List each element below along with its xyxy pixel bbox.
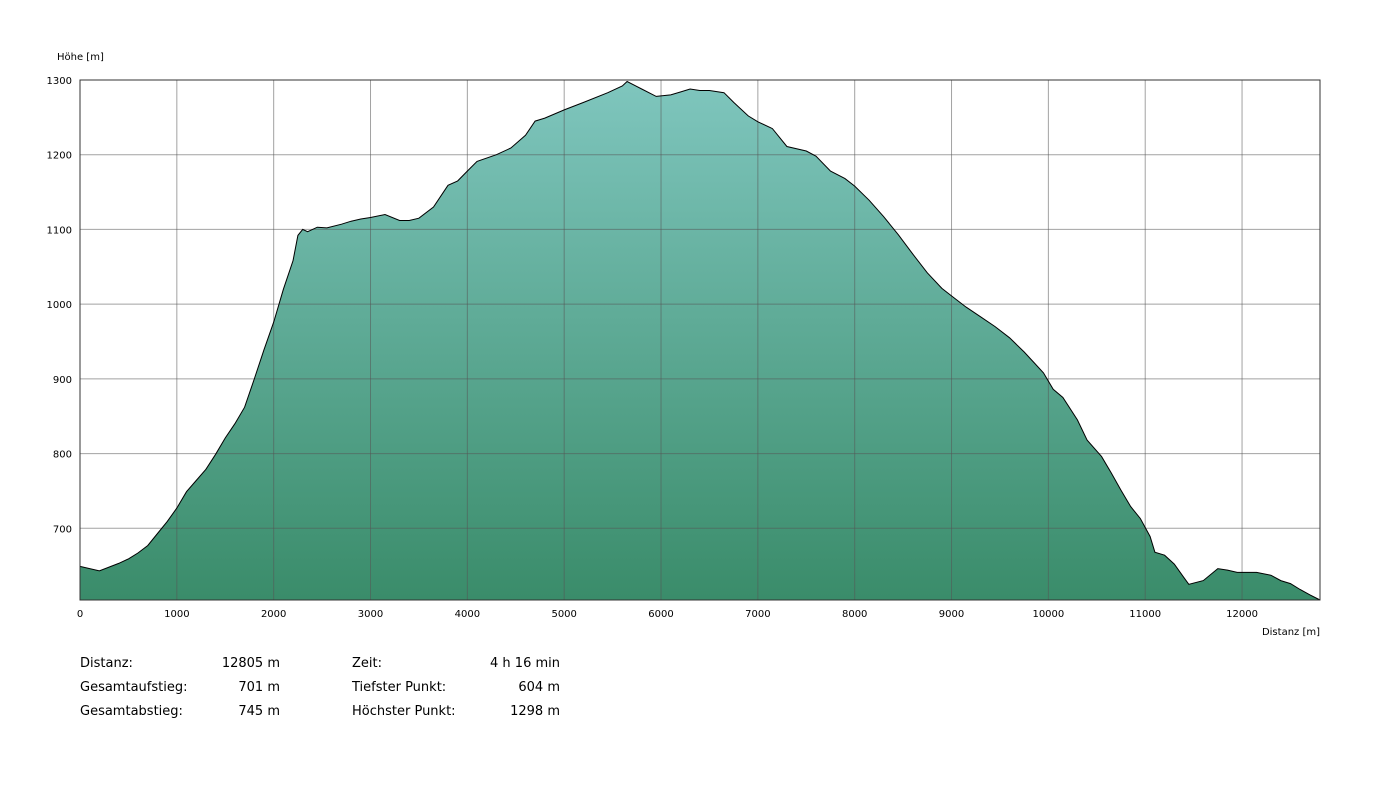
x-tick-label: 7000 xyxy=(745,609,770,620)
y-tick-label: 700 xyxy=(53,524,72,535)
x-tick-label: 10000 xyxy=(1032,609,1064,620)
plot-frame xyxy=(79,79,1321,601)
stat-value-distanz: 12805 m xyxy=(221,656,280,671)
x-tick-label: 0 xyxy=(77,609,83,620)
stat-label-gesamtabstieg: Gesamtabstieg: xyxy=(80,704,183,719)
y-tick-label: 800 xyxy=(53,450,72,461)
x-tick-label: 5000 xyxy=(551,609,576,620)
x-tick-label: 2000 xyxy=(261,609,286,620)
stat-value-gesamtabstieg: 745 m xyxy=(238,704,280,719)
route-statistics: Distanz: 12805 m Gesamtaufstieg: 701 m G… xyxy=(0,656,1400,736)
x-tick-label: 4000 xyxy=(455,609,480,620)
stat-value-tiefster-punkt: 604 m xyxy=(518,680,560,695)
stat-label-hoechster-punkt: Höchster Punkt: xyxy=(352,704,456,719)
elevation-line xyxy=(79,80,1321,601)
stat-value-zeit: 4 h 16 min xyxy=(490,656,560,671)
x-tick-label: 11000 xyxy=(1129,609,1161,620)
x-tick-label: 8000 xyxy=(842,609,867,620)
x-tick-label: 12000 xyxy=(1226,609,1258,620)
y-tick-label: 1300 xyxy=(47,76,72,87)
stat-value-gesamtaufstieg: 701 m xyxy=(238,680,280,695)
elevation-area xyxy=(80,81,1320,600)
y-tick-label: 1100 xyxy=(47,225,72,236)
stat-label-tiefster-punkt: Tiefster Punkt: xyxy=(352,680,447,695)
x-tick-label: 3000 xyxy=(358,609,383,620)
x-tick-label: 9000 xyxy=(939,609,964,620)
x-tick-label: 6000 xyxy=(648,609,673,620)
y-axis-label: Höhe [m] xyxy=(57,52,104,63)
chart-svg: 0 1000 2000 3000 4000 5000 6000 7000 8000 9000 100… xyxy=(47,52,1321,638)
y-tick-label: 900 xyxy=(53,375,72,386)
stat-label-distanz: Distanz: xyxy=(80,656,133,671)
stat-value-hoechster-punkt: 1298 m xyxy=(510,704,560,719)
x-axis-label: Distanz [m] xyxy=(1262,627,1320,638)
stat-label-zeit: Zeit: xyxy=(352,656,382,671)
y-tick-label: 1000 xyxy=(47,300,72,311)
stat-label-gesamtaufstieg: Gesamtaufstieg: xyxy=(80,680,188,695)
elevation-profile-chart: 0 1000 2000 3000 4000 5000 6000 7000 8000 9000 100… xyxy=(47,52,1321,638)
x-tick-label: 1000 xyxy=(164,609,189,620)
y-tick-label: 1200 xyxy=(47,151,72,162)
